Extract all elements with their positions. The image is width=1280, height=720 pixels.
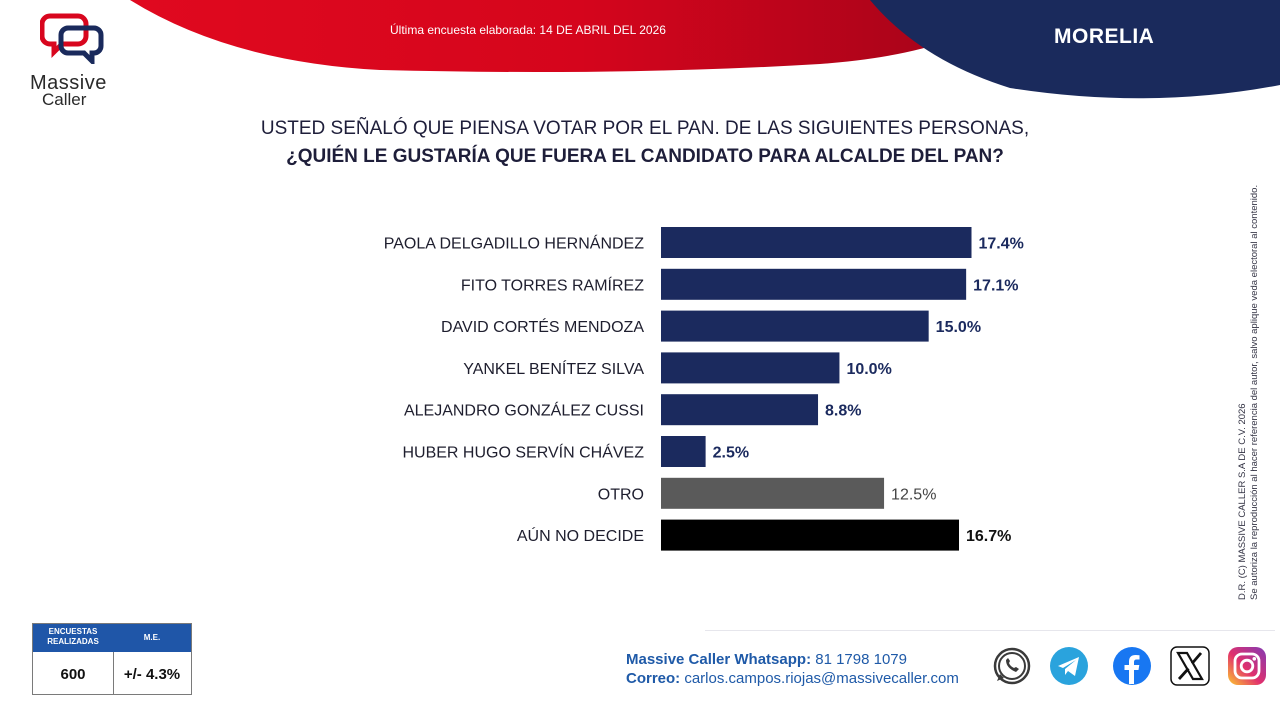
- value-label: 2.5%: [713, 445, 749, 462]
- stats-header: ENCUESTAS REALIZADAS M.E.: [33, 624, 191, 652]
- stats-divider: [113, 652, 114, 694]
- navy-header-band: [870, 0, 1280, 99]
- bar: [661, 436, 706, 467]
- instagram-icon[interactable]: [1227, 646, 1267, 686]
- category-label: DAVID CORTÉS MENDOZA: [441, 317, 644, 336]
- whatsapp-label: Massive Caller Whatsapp:: [626, 651, 812, 668]
- whatsapp-number[interactable]: 81 1798 1079: [815, 651, 907, 668]
- category-label: PAOLA DELGADILLO HERNÁNDEZ: [384, 234, 644, 253]
- value-label: 8.8%: [825, 403, 861, 420]
- whatsapp-contact: Massive Caller Whatsapp: 81 1798 1079: [626, 651, 907, 668]
- category-label: OTRO: [598, 486, 644, 503]
- value-label: 15.0%: [936, 319, 981, 336]
- value-label: 17.1%: [973, 277, 1018, 294]
- copyright-text: D.R. (C) MASSIVE CALLER S.A DE C.V. 2026: [1237, 403, 1248, 600]
- value-label: 10.0%: [846, 361, 891, 378]
- email-contact: Correo: carlos.campos.riojas@massivecall…: [626, 670, 959, 687]
- telegram-icon[interactable]: [1049, 646, 1089, 686]
- whatsapp-icon[interactable]: [992, 646, 1032, 686]
- bar: [661, 477, 885, 509]
- question-line-2: ¿QUIÉN LE GUSTARÍA QUE FUERA EL CANDIDAT…: [286, 146, 1004, 167]
- email-label: Correo:: [626, 670, 681, 687]
- facebook-icon[interactable]: [1112, 646, 1152, 686]
- category-label: HUBER HUGO SERVÍN CHÁVEZ: [402, 443, 644, 462]
- email-address[interactable]: carlos.campos.riojas@massivecaller.com: [684, 670, 959, 687]
- bar: [661, 310, 929, 342]
- logo-text-caller: Caller: [42, 90, 87, 109]
- question-line-1: USTED SEÑALÓ QUE PIENSA VOTAR POR EL PAN…: [260, 118, 1030, 139]
- category-label: ALEJANDRO GONZÁLEZ CUSSI: [404, 401, 644, 420]
- massive-caller-logo: Massive Caller: [28, 10, 124, 109]
- survey-date: Última encuesta elaborada: 14 DE ABRIL D…: [390, 23, 666, 37]
- category-label: AÚN NO DECIDE: [517, 526, 644, 545]
- bar: [661, 519, 960, 551]
- sample-stats-table: ENCUESTAS REALIZADAS M.E. 600 +/- 4.3%: [32, 623, 192, 695]
- margin-error-value: +/- 4.3%: [123, 666, 181, 683]
- value-label: 17.4%: [979, 236, 1024, 253]
- surveys-value: 600: [60, 666, 86, 683]
- category-label: YANKEL BENÍTEZ SILVA: [463, 359, 644, 378]
- bar: [661, 227, 972, 258]
- x-twitter-icon[interactable]: [1170, 646, 1210, 686]
- margin-error-header: M.E.: [143, 633, 161, 642]
- value-label: 16.7%: [966, 528, 1011, 545]
- reproduction-text: Se autoriza la reproducción al hacer ref…: [1249, 184, 1260, 600]
- legal-notice: D.R. (C) MASSIVE CALLER S.A DE C.V. 2026…: [1237, 120, 1261, 600]
- logo-text-massive: Massive: [30, 72, 107, 94]
- surveys-header: ENCUESTAS REALIZADAS: [47, 627, 99, 646]
- footer-divider: [705, 630, 1275, 631]
- category-label: FITO TORRES RAMÍREZ: [461, 275, 644, 294]
- bar: [661, 394, 819, 426]
- red-header-band: [130, 0, 950, 72]
- chat-bubbles-icon: [40, 13, 104, 64]
- bar: [661, 268, 967, 300]
- value-label: 12.5%: [891, 486, 936, 503]
- bar: [661, 352, 840, 384]
- city-name: MORELIA: [1054, 25, 1155, 48]
